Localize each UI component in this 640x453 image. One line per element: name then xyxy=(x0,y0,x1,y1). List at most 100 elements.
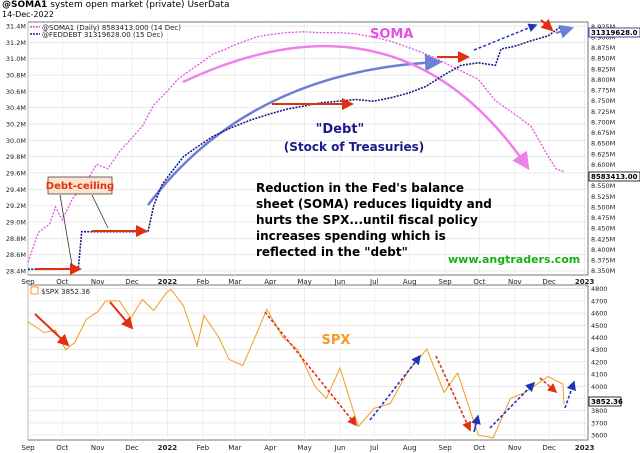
x-tick-label-upper: Apr xyxy=(264,278,276,286)
x-tick-label-upper: Aug xyxy=(403,278,417,286)
soma-label: SOMA xyxy=(370,27,413,42)
upper-left-tick: 31.0M xyxy=(6,55,26,63)
upper-right-tick: 8.800M xyxy=(591,76,615,84)
x-tick-label-upper: Oct xyxy=(56,278,68,286)
x-tick-label-upper: Feb xyxy=(197,278,210,286)
debt-label: "Debt" xyxy=(316,122,365,137)
callout-pointer-2 xyxy=(91,194,109,229)
lower-right-tick: 4000 xyxy=(591,383,608,391)
annotation-line-3: hurts the SPX...until fiscal policy xyxy=(256,213,478,227)
lower-right-tick: 4400 xyxy=(591,334,608,342)
x-tick-label-upper: May xyxy=(297,278,311,286)
debt-up-arrow xyxy=(473,23,538,51)
lower-right-axis: 4800470046004500440043004200410040003900… xyxy=(591,285,608,439)
x-tick-label-lower: Nov xyxy=(508,444,522,452)
debt-end-arrow xyxy=(555,24,574,39)
soma-trend-arc xyxy=(182,44,530,171)
upper-right-tick: 8.350M xyxy=(591,267,615,275)
x-axis-upper: Sep Oct Nov Dec 2022 Feb Mar Apr May Jun Jul Aug Sep… xyxy=(21,278,594,286)
spx-label: SPX xyxy=(322,333,351,348)
x-tick-label-lower: Oct xyxy=(473,444,485,452)
spx-arrow-1 xyxy=(34,313,70,347)
upper-right-tick: 8.400M xyxy=(591,246,615,254)
upper-left-tick: 28.4M xyxy=(6,267,26,275)
upper-right-tick: 8.550M xyxy=(591,182,615,190)
upper-right-tick: 8.850M xyxy=(591,55,615,63)
upper-right-tick: 8.450M xyxy=(591,225,615,233)
upper-right-tick: 8.650M xyxy=(591,140,615,148)
lower-right-tick: 4600 xyxy=(591,310,608,318)
x-tick-label-lower: Sep xyxy=(21,444,35,452)
upper-left-tick: 29.4M xyxy=(6,186,26,194)
lower-right-tick: 4100 xyxy=(591,371,608,379)
x-tick-label-lower: 2023 xyxy=(575,444,595,452)
upper-right-tick: 8.675M xyxy=(591,129,615,137)
upper-left-tick: 29.0M xyxy=(6,218,26,226)
annotation-line-2: sheet (SOMA) reduces liquidty and xyxy=(256,197,492,211)
upper-left-tick: 29.8M xyxy=(6,153,26,161)
debt-value-flag xyxy=(588,27,640,38)
upper-left-tick: 30.6M xyxy=(6,88,26,96)
soma-value-flag xyxy=(588,171,640,182)
x-tick-label-upper: Jul xyxy=(369,278,379,286)
lower-right-tick: 4200 xyxy=(591,358,608,366)
upper-right-tick: 8.750M xyxy=(591,97,615,105)
upper-left-tick: 30.8M xyxy=(6,72,26,80)
lower-panel xyxy=(27,284,589,441)
lower-right-tick: 3700 xyxy=(591,419,608,427)
upper-right-tick: 8.725M xyxy=(591,108,615,116)
debt-sublabel: (Stock of Treasuries) xyxy=(284,140,425,154)
x-tick-label-upper: Oct xyxy=(473,278,485,286)
x-axis-lower: Sep Oct Nov Dec 2022 Feb Mar Apr May Jun Jul Aug Sep… xyxy=(21,444,594,452)
lower-right-tick: 3600 xyxy=(591,432,608,440)
lower-right-tick: 4500 xyxy=(591,322,608,330)
x-tick-label-lower: Oct xyxy=(56,444,68,452)
x-tick-label-upper: Nov xyxy=(508,278,522,286)
x-tick-label-upper: Sep xyxy=(21,278,35,286)
x-tick-label-lower: Nov xyxy=(91,444,105,452)
upper-right-axis: 8.925M8.900M8.875M8.850M8.825M8.800M8.77… xyxy=(591,23,615,275)
legend-soma-text: @SOMA1 (Daily) 8583413.000 (14 Dec) xyxy=(42,24,181,32)
upper-right-tick: 8.700M xyxy=(591,118,615,126)
x-tick-label-upper: Nov xyxy=(91,278,105,286)
vertical-gridlines xyxy=(27,22,585,440)
upper-right-tick: 8.825M xyxy=(591,65,615,73)
upper-right-tick: 8.475M xyxy=(591,214,615,222)
upper-right-tick: 8.875M xyxy=(591,44,615,52)
legend-debt-text: @FEDDEBT 31319628.00 (15 Dec) xyxy=(42,31,163,39)
soma-series-line xyxy=(27,31,565,263)
upper-left-axis: 31.4M 31.2M 31.0M 30.8M 30.6M 30.4M 30.2M 30.0M… xyxy=(6,23,26,276)
lower-right-tick: 3800 xyxy=(591,407,608,415)
x-tick-label-upper: Jun xyxy=(334,278,346,286)
debt-ceiling-callout xyxy=(47,176,113,195)
chart-title: @SOMA1 xyxy=(2,0,48,10)
upper-left-tick: 28.6M xyxy=(6,251,26,259)
x-tick-label-upper: Dec xyxy=(542,278,556,286)
upper-right-tick: 8.525M xyxy=(591,193,615,201)
x-tick-label-lower: Dec xyxy=(542,444,556,452)
upper-right-tick: 8.500M xyxy=(591,203,615,211)
spx-arrow-3 xyxy=(264,311,358,427)
spx-arrow-2 xyxy=(109,301,134,330)
x-tick-label-upper: Mar xyxy=(228,278,241,286)
x-tick-label-lower: 2022 xyxy=(158,444,178,452)
x-tick-label-lower: May xyxy=(297,444,311,452)
spx-arrow-8 xyxy=(539,377,558,394)
upper-right-tick: 8.375M xyxy=(591,257,615,265)
upper-left-tick: 31.4M xyxy=(6,23,26,31)
x-tick-label-lower: Jun xyxy=(334,444,346,452)
upper-left-tick: 29.2M xyxy=(6,202,26,210)
upper-panel xyxy=(27,21,589,276)
chart-source: UserData xyxy=(187,0,230,10)
upper-right-tick: 8.925M xyxy=(591,23,615,31)
lower-right-tick: 4800 xyxy=(591,285,608,293)
x-tick-label-lower: Mar xyxy=(228,444,241,452)
annotation-line-5: reflected in the "debt" xyxy=(256,245,408,259)
upper-right-tick: 8.775M xyxy=(591,87,615,95)
upper-left-tick: 31.2M xyxy=(6,39,26,47)
soma-value-flag-text: 8583413.00 xyxy=(591,173,638,181)
x-tick-label-lower: Apr xyxy=(264,444,276,452)
x-tick-label-lower: Feb xyxy=(197,444,210,452)
upper-left-tick: 29.6M xyxy=(6,169,26,177)
